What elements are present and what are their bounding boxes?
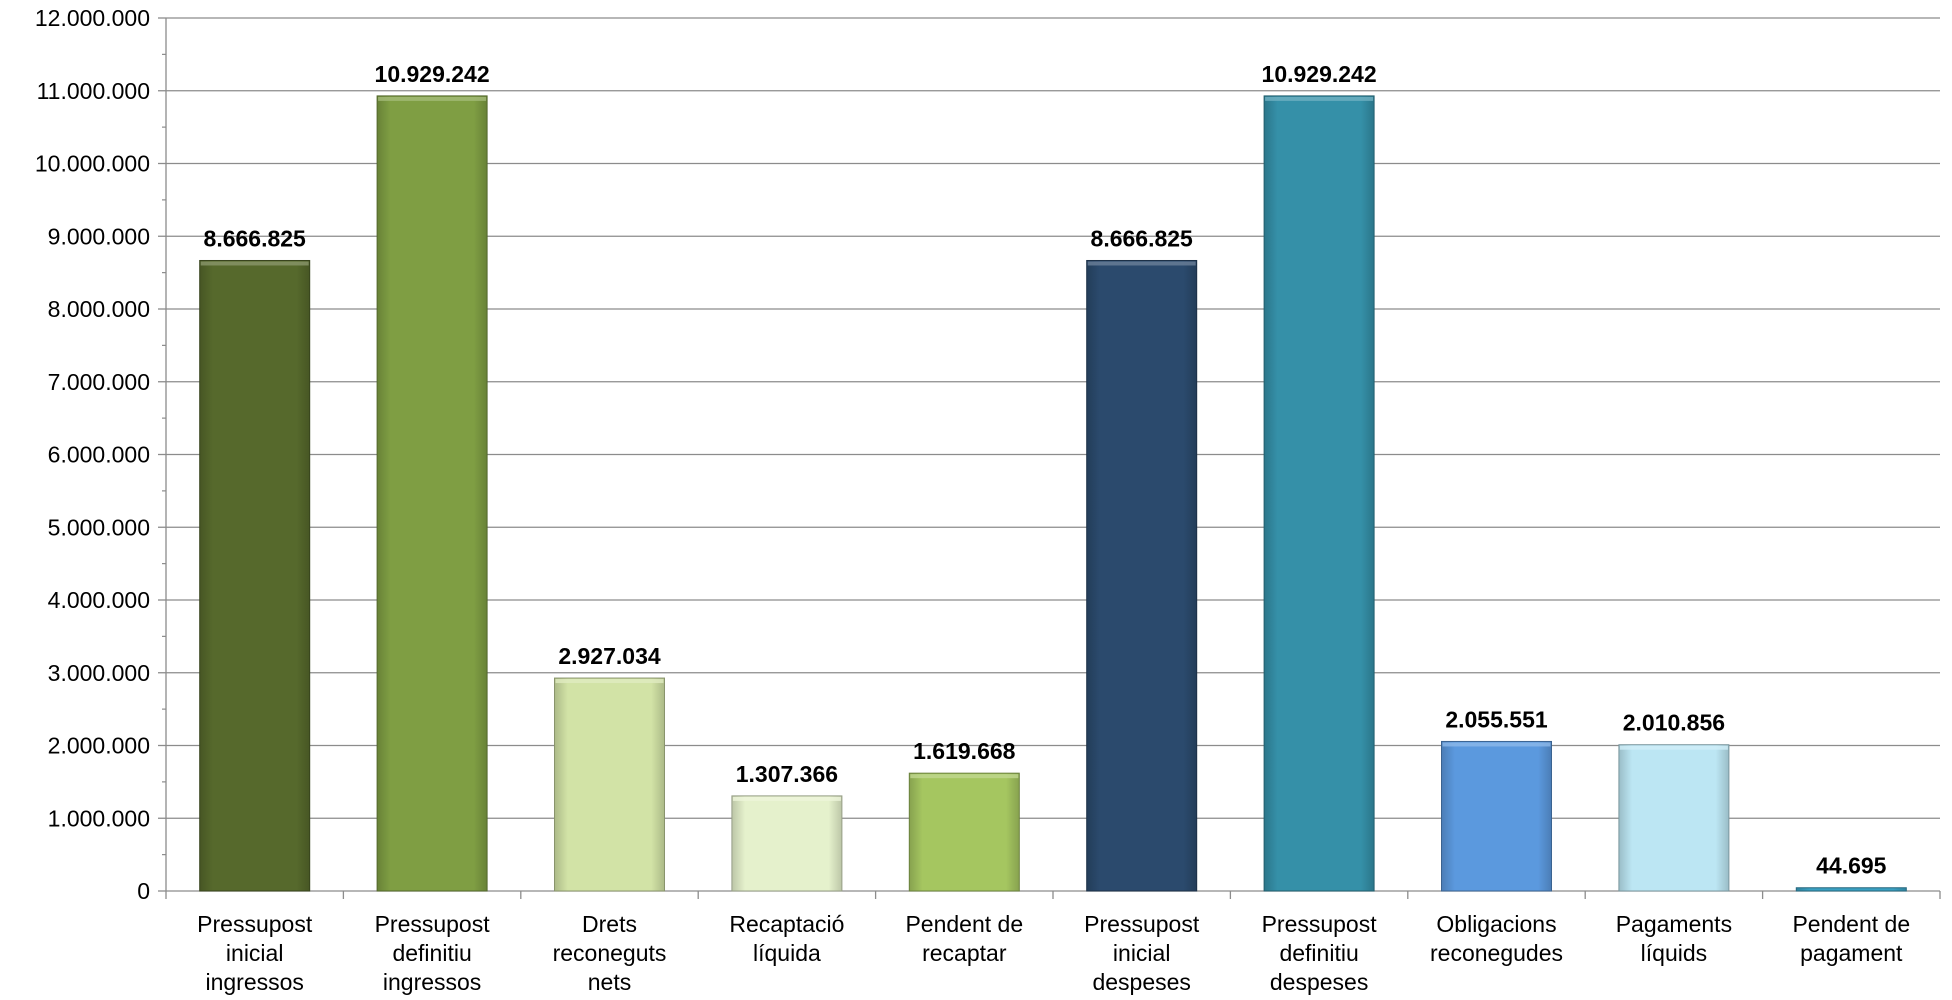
x-tick-label: definitiu — [392, 940, 471, 966]
y-tick-label: 11.000.000 — [37, 78, 150, 104]
x-tick-label: líquida — [753, 940, 821, 966]
y-tick-label: 12.000.000 — [35, 5, 150, 31]
bar-highlight — [200, 261, 309, 266]
y-axis-tick-labels: 0 1.000.000 2.000.000 3.000.000 4.000.000 5.0… — [35, 5, 150, 904]
bar — [1618, 744, 1730, 892]
bar-body — [731, 795, 843, 892]
bar-body — [1263, 95, 1375, 892]
bar-highlight — [1265, 96, 1374, 101]
bar-body — [1795, 887, 1907, 892]
bar-highlight — [1087, 261, 1196, 266]
bar-body — [376, 95, 488, 892]
bar-body — [1086, 259, 1198, 892]
x-tick-label: pagament — [1800, 940, 1903, 966]
bar — [908, 772, 1020, 892]
bar-highlight — [910, 774, 1019, 779]
x-tick-label: nets — [588, 969, 631, 995]
x-tick-label: Pressupost — [197, 911, 313, 937]
x-tick-label: ingressos — [383, 969, 481, 995]
x-tick-label: Pressupost — [1262, 911, 1378, 937]
x-tick-label: inicial — [1113, 940, 1171, 966]
bar-highlight — [1442, 742, 1551, 747]
x-tick-label: Pressupost — [1084, 911, 1200, 937]
bar-highlight — [732, 796, 841, 801]
x-tick-label: inicial — [226, 940, 284, 966]
x-tick-label: definitiu — [1279, 940, 1358, 966]
bar-highlight — [378, 96, 487, 101]
y-tick-label: 0 — [137, 878, 150, 904]
bar — [1263, 95, 1375, 892]
data-label: 1.619.668 — [913, 738, 1016, 764]
x-tick-label: ingressos — [205, 969, 303, 995]
y-tick-label: 2.000.000 — [48, 733, 150, 759]
bar-body — [1441, 740, 1552, 892]
x-axis-tick-labels: Pressupost inicial ingressos Pressupost defi… — [197, 911, 1910, 995]
bar — [199, 259, 311, 892]
y-tick-label: 3.000.000 — [48, 660, 150, 686]
x-axis-ticks — [165, 891, 1941, 899]
y-tick-label: 8.000.000 — [48, 296, 150, 322]
x-tick-label: Pendent de — [1792, 911, 1910, 937]
x-tick-label: Pagaments — [1616, 911, 1732, 937]
bar — [1086, 259, 1198, 892]
bar-body — [1618, 744, 1730, 892]
x-tick-label: Recaptació — [729, 911, 844, 937]
data-labels: 8.666.825 10.929.242 2.927.034 1.307.366 1.6… — [204, 61, 1887, 879]
x-tick-label: Pressupost — [375, 911, 491, 937]
x-tick-label: despeses — [1092, 969, 1190, 995]
x-tick-label: Obligacions — [1436, 911, 1556, 937]
data-label: 8.666.825 — [204, 225, 307, 251]
bar — [1441, 740, 1552, 892]
data-label: 2.010.856 — [1623, 710, 1725, 736]
data-label: 2.055.551 — [1445, 706, 1548, 732]
y-tick-label: 6.000.000 — [48, 442, 150, 468]
y-tick-label: 1.000.000 — [48, 805, 150, 831]
y-tick-label: 5.000.000 — [48, 514, 150, 540]
y-tick-label: 10.000.000 — [35, 151, 150, 177]
bar — [1795, 887, 1907, 892]
x-tick-label: recaptar — [922, 940, 1007, 966]
data-label: 2.927.034 — [558, 643, 661, 669]
y-tick-label: 7.000.000 — [48, 369, 150, 395]
bar — [731, 795, 843, 892]
bar-body — [908, 772, 1020, 892]
data-label: 1.307.366 — [736, 761, 838, 787]
x-tick-label: líquids — [1641, 940, 1707, 966]
x-tick-label: reconegudes — [1430, 940, 1563, 966]
bars — [199, 95, 1907, 892]
y-tick-label: 4.000.000 — [48, 587, 150, 613]
data-label: 8.666.825 — [1091, 225, 1194, 251]
bar-highlight — [555, 679, 664, 684]
x-tick-label: Pendent de — [905, 911, 1023, 937]
bar — [554, 677, 665, 892]
data-label: 10.929.242 — [1262, 61, 1377, 87]
data-label: 44.695 — [1816, 853, 1887, 879]
data-label: 10.929.242 — [375, 61, 490, 87]
bar-highlight — [1619, 745, 1728, 750]
x-tick-label: Drets — [582, 911, 637, 937]
y-tick-label: 9.000.000 — [48, 223, 150, 249]
bar — [376, 95, 488, 892]
x-tick-label: despeses — [1270, 969, 1368, 995]
x-tick-label: reconeguts — [553, 940, 667, 966]
bar-body — [199, 259, 311, 892]
bar-body — [554, 677, 665, 892]
